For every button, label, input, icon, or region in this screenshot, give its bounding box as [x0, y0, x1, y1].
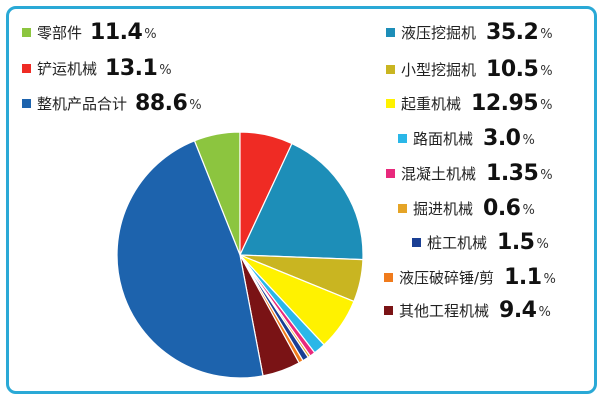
- legend-unit: %: [536, 236, 549, 252]
- legend-item-parts: 零部件 11.4 %: [22, 19, 157, 45]
- legend-unit: %: [159, 62, 172, 78]
- legend-label: 铲运机械: [37, 59, 98, 78]
- legend-label: 整机产品合计: [37, 94, 128, 113]
- legend-item-breaker: 液压破碎锤/剪 1.1 %: [384, 264, 556, 290]
- legend-label: 起重机械: [401, 94, 462, 113]
- legend-item-road: 路面机械 3.0 %: [398, 125, 535, 151]
- legend-item-shovel: 铲运机械 13.1 %: [22, 55, 172, 81]
- legend-value: 1.1: [504, 264, 542, 290]
- legend-label: 掘进机械: [413, 199, 474, 218]
- legend-label: 混凝土机械: [401, 164, 477, 183]
- legend-swatch: [398, 203, 407, 213]
- legend-unit: %: [522, 132, 535, 148]
- legend-value: 9.4: [499, 297, 537, 323]
- legend-unit: %: [189, 97, 202, 113]
- legend-item-tunneling: 掘进机械 0.6 %: [398, 195, 535, 221]
- legend-unit: %: [522, 202, 535, 218]
- legend-item-total: 整机产品合计 88.6 %: [22, 90, 202, 116]
- legend-label: 小型挖掘机: [401, 60, 477, 79]
- legend-value: 0.6: [483, 195, 521, 221]
- legend-value: 12.95: [471, 90, 539, 116]
- legend-label: 其他工程机械: [399, 301, 490, 320]
- legend-swatch: [386, 64, 395, 74]
- legend-value: 3.0: [483, 125, 521, 151]
- legend-label: 路面机械: [413, 129, 474, 148]
- legend-value: 10.5: [486, 56, 539, 82]
- legend-item-mini-excavator: 小型挖掘机 10.5 %: [386, 56, 553, 82]
- legend-item-hydraulic-excavator: 液压挖掘机 35.2 %: [386, 19, 553, 45]
- legend-value: 11.4: [90, 19, 143, 45]
- legend-item-crane: 起重机械 12.95 %: [386, 90, 553, 116]
- pie-slice-11: [116, 139, 264, 379]
- legend-swatch: [22, 27, 31, 37]
- legend-swatch: [386, 98, 395, 108]
- legend-swatch: [386, 168, 395, 178]
- legend-unit: %: [540, 26, 553, 42]
- legend-label: 桩工机械: [427, 233, 488, 252]
- legend-label: 零部件: [37, 23, 83, 42]
- legend-value: 13.1: [105, 55, 158, 81]
- legend-item-piling: 桩工机械 1.5 %: [412, 229, 549, 255]
- legend-unit: %: [144, 26, 157, 42]
- legend-swatch: [22, 98, 31, 108]
- legend-unit: %: [540, 167, 553, 183]
- legend-label: 液压破碎锤/剪: [399, 268, 495, 287]
- legend-swatch: [412, 237, 421, 247]
- pie-slice-2: [239, 142, 364, 261]
- legend-swatch: [384, 305, 393, 315]
- legend-swatch: [398, 133, 407, 143]
- legend-swatch: [22, 63, 31, 73]
- legend-unit: %: [538, 304, 551, 320]
- legend-swatch: [384, 272, 393, 282]
- legend-value: 88.6: [135, 90, 188, 116]
- legend-value: 35.2: [486, 19, 539, 45]
- legend-value: 1.5: [497, 229, 535, 255]
- legend-value: 1.35: [486, 160, 539, 186]
- legend-label: 液压挖掘机: [401, 23, 477, 42]
- legend-item-other: 其他工程机械 9.4 %: [384, 297, 551, 323]
- legend-unit: %: [540, 97, 553, 113]
- legend-item-concrete: 混凝土机械 1.35 %: [386, 160, 553, 186]
- legend-unit: %: [540, 63, 553, 79]
- legend-unit: %: [543, 271, 556, 287]
- legend-swatch: [386, 27, 395, 37]
